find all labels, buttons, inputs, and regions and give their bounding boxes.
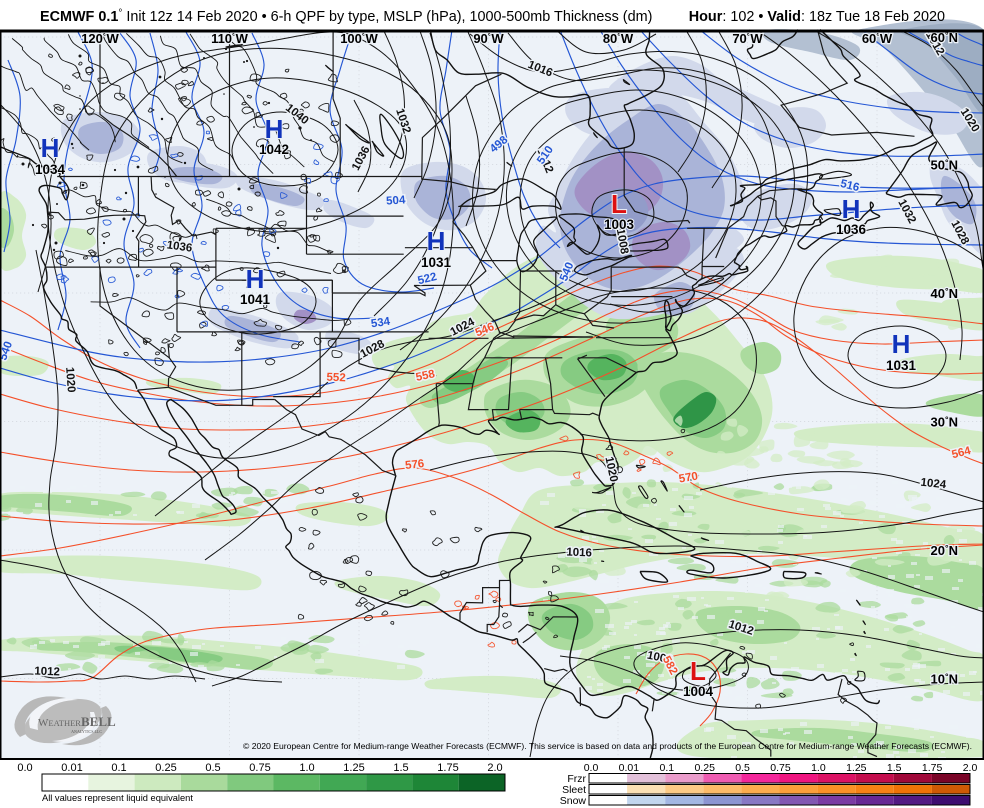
svg-text:H: H bbox=[427, 226, 446, 256]
svg-text:L: L bbox=[690, 656, 706, 686]
svg-text:H: H bbox=[265, 114, 284, 144]
svg-text:570: 570 bbox=[678, 470, 699, 485]
svg-text:1041: 1041 bbox=[240, 292, 271, 307]
svg-text:1024: 1024 bbox=[920, 477, 947, 492]
svg-text:0.25: 0.25 bbox=[694, 762, 715, 774]
svg-text:0.5: 0.5 bbox=[735, 762, 750, 774]
svg-text:L: L bbox=[611, 189, 627, 219]
svg-text:522: 522 bbox=[417, 271, 439, 287]
svg-text:2.0: 2.0 bbox=[487, 762, 502, 774]
svg-text:0.5: 0.5 bbox=[205, 762, 220, 774]
svg-text:1004: 1004 bbox=[683, 684, 714, 699]
svg-text:Frzr: Frzr bbox=[567, 773, 586, 785]
svg-text:576: 576 bbox=[405, 458, 425, 472]
svg-text:120°W: 120°W bbox=[81, 31, 119, 46]
svg-text:1020: 1020 bbox=[63, 367, 77, 393]
svg-text:1.25: 1.25 bbox=[343, 762, 364, 774]
svg-text:H: H bbox=[246, 264, 265, 294]
svg-text:1.5: 1.5 bbox=[887, 762, 902, 774]
svg-text:1.5: 1.5 bbox=[393, 762, 408, 774]
svg-text:H: H bbox=[41, 133, 60, 163]
svg-text:10°N: 10°N bbox=[931, 672, 958, 687]
svg-text:1.0: 1.0 bbox=[299, 762, 314, 774]
svg-text:534: 534 bbox=[370, 316, 391, 331]
svg-text:30°N: 30°N bbox=[931, 415, 958, 430]
svg-text:60°W: 60°W bbox=[862, 31, 893, 46]
svg-text:0.25: 0.25 bbox=[155, 762, 176, 774]
svg-text:All values represent liquid eq: All values represent liquid equivalent bbox=[42, 793, 193, 803]
svg-text:0.1: 0.1 bbox=[659, 762, 674, 774]
svg-text:558: 558 bbox=[415, 368, 437, 384]
svg-text:100°W: 100°W bbox=[340, 31, 378, 46]
svg-text:1042: 1042 bbox=[259, 142, 289, 157]
svg-text:0.0: 0.0 bbox=[584, 762, 599, 774]
svg-text:552: 552 bbox=[326, 372, 346, 385]
svg-text:1036: 1036 bbox=[836, 222, 867, 237]
svg-text:110°W: 110°W bbox=[211, 31, 249, 46]
svg-text:ANALYTICS LLC: ANALYTICS LLC bbox=[71, 729, 102, 734]
svg-text:60°N: 60°N bbox=[931, 30, 958, 45]
svg-text:0.01: 0.01 bbox=[61, 762, 82, 774]
svg-text:1016: 1016 bbox=[566, 547, 592, 560]
svg-text:40°N: 40°N bbox=[931, 286, 958, 301]
svg-text:H: H bbox=[892, 329, 911, 359]
svg-text:1031: 1031 bbox=[421, 255, 452, 270]
svg-text:Hour: 102 • Valid: 18z Tue 18: Hour: 102 • Valid: 18z Tue 18 Feb 2020 bbox=[689, 9, 945, 25]
svg-text:Snow: Snow bbox=[560, 795, 587, 807]
svg-text:50°N: 50°N bbox=[931, 158, 958, 173]
svg-text:1003: 1003 bbox=[604, 217, 635, 232]
svg-text:0.1: 0.1 bbox=[111, 762, 126, 774]
svg-text:WEATHERBELL: WEATHERBELL bbox=[38, 714, 116, 729]
svg-text:1012: 1012 bbox=[34, 666, 60, 679]
svg-text:0.75: 0.75 bbox=[249, 762, 270, 774]
svg-text:0.0: 0.0 bbox=[17, 762, 32, 774]
svg-text:0.01: 0.01 bbox=[619, 762, 640, 774]
svg-text:ECMWF 0.1° Init 12z 14 Feb 202: ECMWF 0.1° Init 12z 14 Feb 2020 • 6-h QP… bbox=[40, 8, 652, 25]
svg-text:20°N: 20°N bbox=[931, 543, 958, 558]
svg-text:504: 504 bbox=[386, 194, 407, 207]
svg-text:© 2020 European Centre for Med: © 2020 European Centre for Medium-range … bbox=[243, 741, 972, 751]
svg-text:1.75: 1.75 bbox=[922, 762, 943, 774]
svg-text:90°W: 90°W bbox=[473, 31, 504, 46]
svg-text:2.0: 2.0 bbox=[963, 762, 978, 774]
svg-text:80°W: 80°W bbox=[603, 31, 634, 46]
svg-text:1034: 1034 bbox=[35, 162, 66, 177]
svg-text:Sleet: Sleet bbox=[562, 784, 586, 796]
svg-text:1031: 1031 bbox=[886, 358, 917, 373]
svg-text:1036: 1036 bbox=[166, 239, 193, 254]
svg-text:0.75: 0.75 bbox=[770, 762, 791, 774]
svg-text:70°W: 70°W bbox=[732, 31, 763, 46]
svg-text:1.0: 1.0 bbox=[811, 762, 826, 774]
svg-text:1.75: 1.75 bbox=[437, 762, 458, 774]
svg-text:H: H bbox=[842, 194, 861, 224]
svg-text:1.25: 1.25 bbox=[846, 762, 867, 774]
